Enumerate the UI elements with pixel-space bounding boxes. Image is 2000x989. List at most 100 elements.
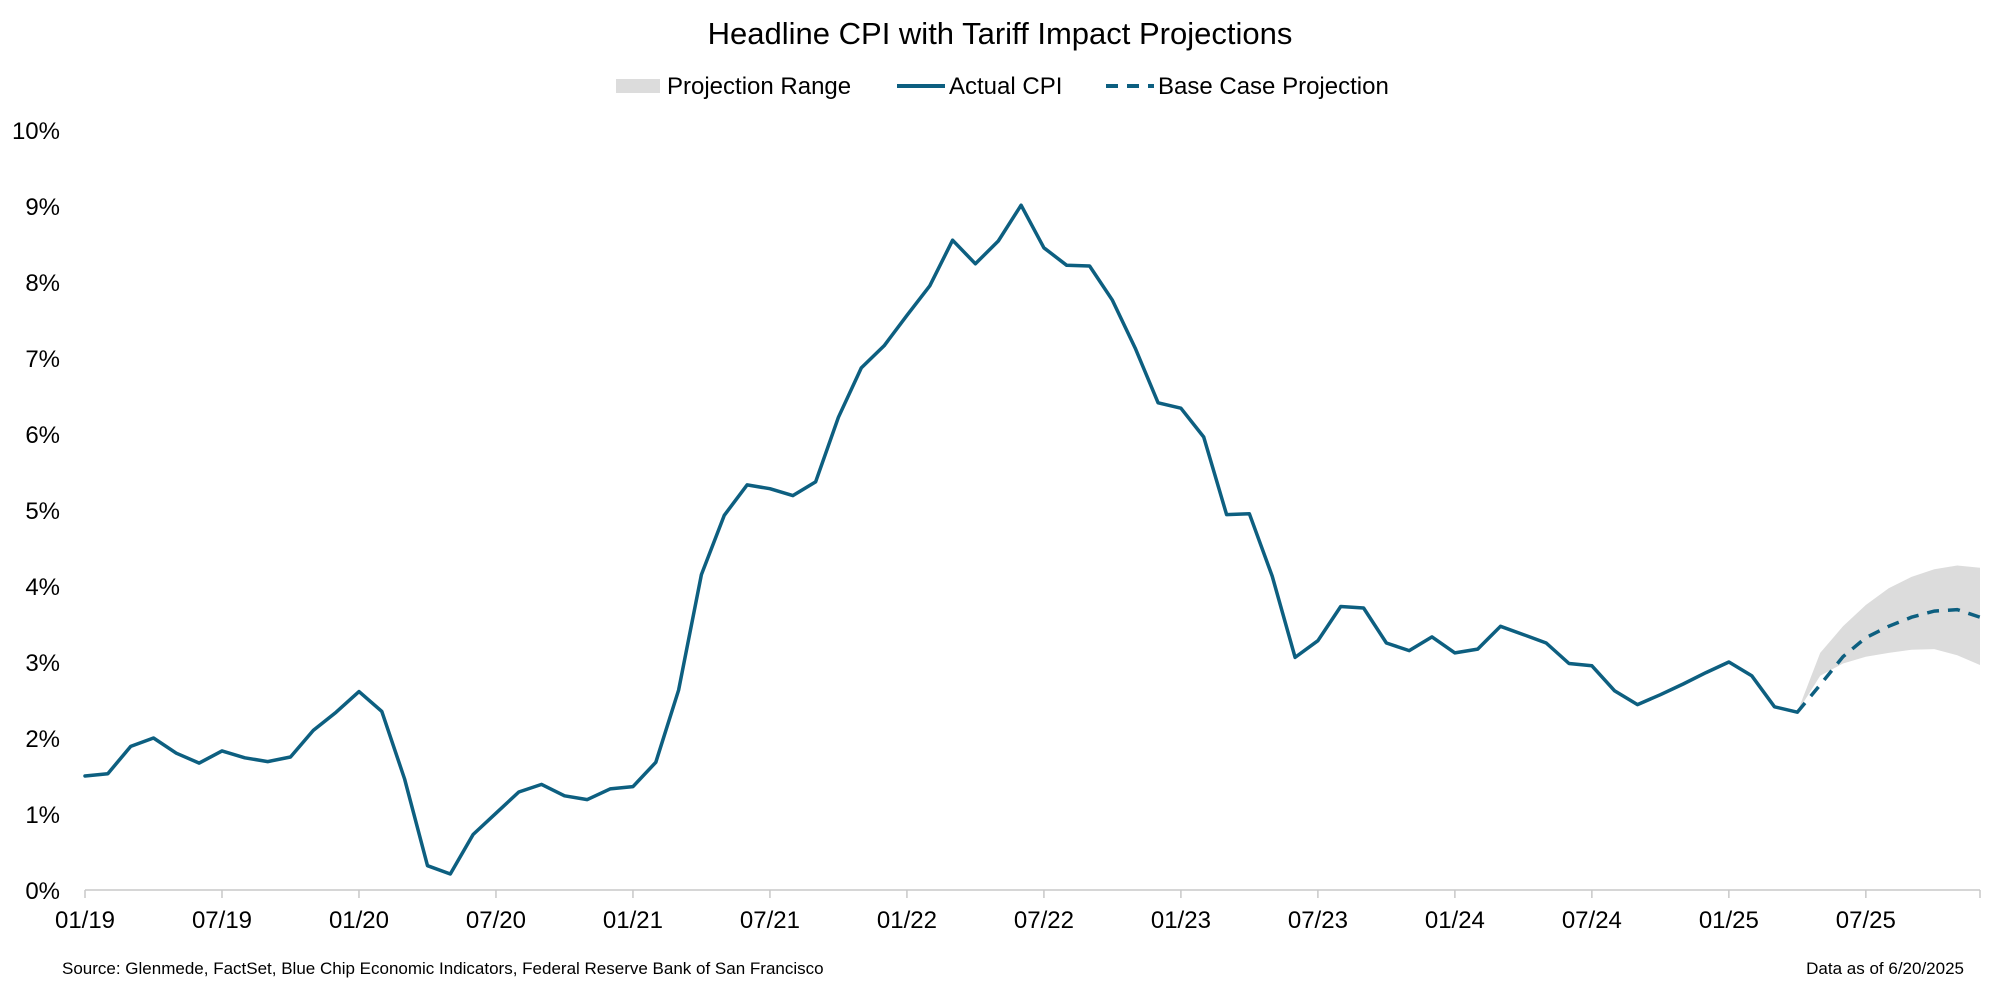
x-tick-label: 01/20	[329, 907, 389, 934]
actual-cpi-point	[311, 728, 315, 732]
actual-cpi-point	[1316, 639, 1320, 643]
x-tick-label: 01/21	[603, 907, 663, 934]
actual-cpi-point	[517, 790, 521, 794]
y-tick-label: 8%	[25, 270, 60, 297]
chart-title: Headline CPI with Tariff Impact Projecti…	[708, 16, 1293, 51]
x-tick-label: 01/22	[877, 907, 937, 934]
actual-cpi-point	[1658, 693, 1662, 697]
actual-cpi-point	[289, 755, 293, 759]
base-case-point	[1932, 609, 1936, 613]
base-case-point	[1910, 615, 1914, 619]
y-tick-label: 1%	[25, 802, 60, 829]
actual-cpi-point	[1773, 705, 1777, 709]
actual-cpi-point	[928, 284, 932, 288]
base-case-point	[1955, 608, 1959, 612]
actual-cpi-point	[791, 494, 795, 498]
actual-cpi-line	[83, 203, 1800, 876]
actual-cpi-point	[677, 688, 681, 692]
actual-cpi-point	[859, 366, 863, 370]
x-tick-label: 07/21	[740, 907, 800, 934]
legend: Projection Range Actual CPI Base Case Pr…	[616, 73, 1389, 100]
y-tick-label: 3%	[25, 650, 60, 677]
actual-cpi-point	[1339, 605, 1343, 609]
y-tick-label: 9%	[25, 194, 60, 221]
y-tick-label: 4%	[25, 574, 60, 601]
actual-cpi-point	[540, 782, 544, 786]
actual-cpi-point	[426, 864, 430, 868]
base-case-point	[1978, 615, 1982, 619]
data-as-of-note: Data as of 6/20/2025	[1806, 959, 1964, 978]
actual-cpi-point	[494, 811, 498, 815]
actual-cpi-point	[1110, 298, 1114, 302]
actual-cpi-point	[1681, 682, 1685, 686]
actual-cpi-point	[448, 872, 452, 876]
actual-cpi-point	[654, 760, 658, 764]
base-case-point	[1864, 636, 1868, 640]
actual-cpi-point	[1133, 346, 1137, 350]
actual-cpi-point	[1704, 671, 1708, 675]
y-tick-label: 7%	[25, 346, 60, 373]
actual-cpi-point	[357, 690, 361, 694]
actual-cpi-point	[1088, 264, 1092, 268]
actual-cpi-point	[1202, 435, 1206, 439]
actual-cpi-point	[1270, 574, 1274, 578]
actual-cpi-point	[585, 798, 589, 802]
actual-cpi-point	[197, 761, 201, 765]
actual-cpi-point	[471, 833, 475, 837]
base-case-point	[1841, 655, 1845, 659]
source-note: Source: Glenmede, FactSet, Blue Chip Eco…	[62, 959, 824, 978]
x-tick-label: 07/24	[1562, 907, 1622, 934]
actual-cpi-point	[220, 749, 224, 753]
actual-cpi-point	[882, 344, 886, 348]
x-tick-label: 01/19	[55, 907, 115, 934]
actual-cpi-point	[608, 787, 612, 791]
actual-cpi-point	[334, 710, 338, 714]
actual-cpi-point	[1384, 641, 1388, 645]
actual-cpi-point	[722, 513, 726, 517]
actual-cpi-point	[1521, 633, 1525, 637]
actual-cpi-point	[836, 415, 840, 419]
x-tick-label: 01/23	[1151, 907, 1211, 934]
actual-cpi-point	[1544, 641, 1548, 645]
x-tick-label: 07/20	[466, 907, 526, 934]
actual-cpi-point	[768, 487, 772, 491]
x-tick-label: 01/24	[1425, 907, 1485, 934]
projection-range-area	[1797, 565, 1980, 713]
base-case-point	[1887, 624, 1891, 628]
actual-cpi-point	[152, 736, 156, 740]
legend-range-swatch	[616, 79, 660, 93]
actual-cpi-point	[83, 774, 87, 778]
actual-cpi-point	[243, 756, 247, 760]
actual-cpi-point	[174, 751, 178, 755]
actual-cpi-point	[1727, 660, 1731, 664]
actual-cpi-point	[973, 262, 977, 266]
actual-cpi-point	[1156, 401, 1160, 405]
actual-cpi-point	[745, 483, 749, 487]
base-case-point	[1818, 683, 1822, 687]
actual-cpi-point	[1613, 689, 1617, 693]
y-tick-label: 6%	[25, 422, 60, 449]
x-tick-label: 01/25	[1699, 907, 1759, 934]
actual-cpi-point	[1499, 624, 1503, 628]
y-tick-label: 10%	[12, 118, 60, 145]
x-tick-label: 07/23	[1288, 907, 1348, 934]
actual-cpi-point	[563, 794, 567, 798]
actual-cpi-point	[905, 313, 909, 317]
actual-cpi-point	[1453, 651, 1457, 655]
x-tick-label: 07/25	[1836, 907, 1896, 934]
x-axis-ticks: 01/19 07/19 01/20 07/20 01/21 07/21 01/22 07/22…	[55, 890, 1981, 934]
actual-cpi-point	[1362, 606, 1366, 610]
x-tick-label: 07/19	[192, 907, 252, 934]
y-tick-label: 0%	[25, 878, 60, 905]
x-tick-label: 07/22	[1014, 907, 1074, 934]
data-points	[83, 203, 1982, 876]
actual-cpi-point	[814, 480, 818, 484]
actual-cpi-point	[1476, 647, 1480, 651]
base-case-point	[1795, 710, 1799, 714]
actual-cpi-point	[631, 785, 635, 789]
actual-cpi-point	[106, 772, 110, 776]
actual-cpi-point	[380, 709, 384, 713]
actual-cpi-point	[266, 760, 270, 764]
actual-cpi-point	[403, 777, 407, 781]
